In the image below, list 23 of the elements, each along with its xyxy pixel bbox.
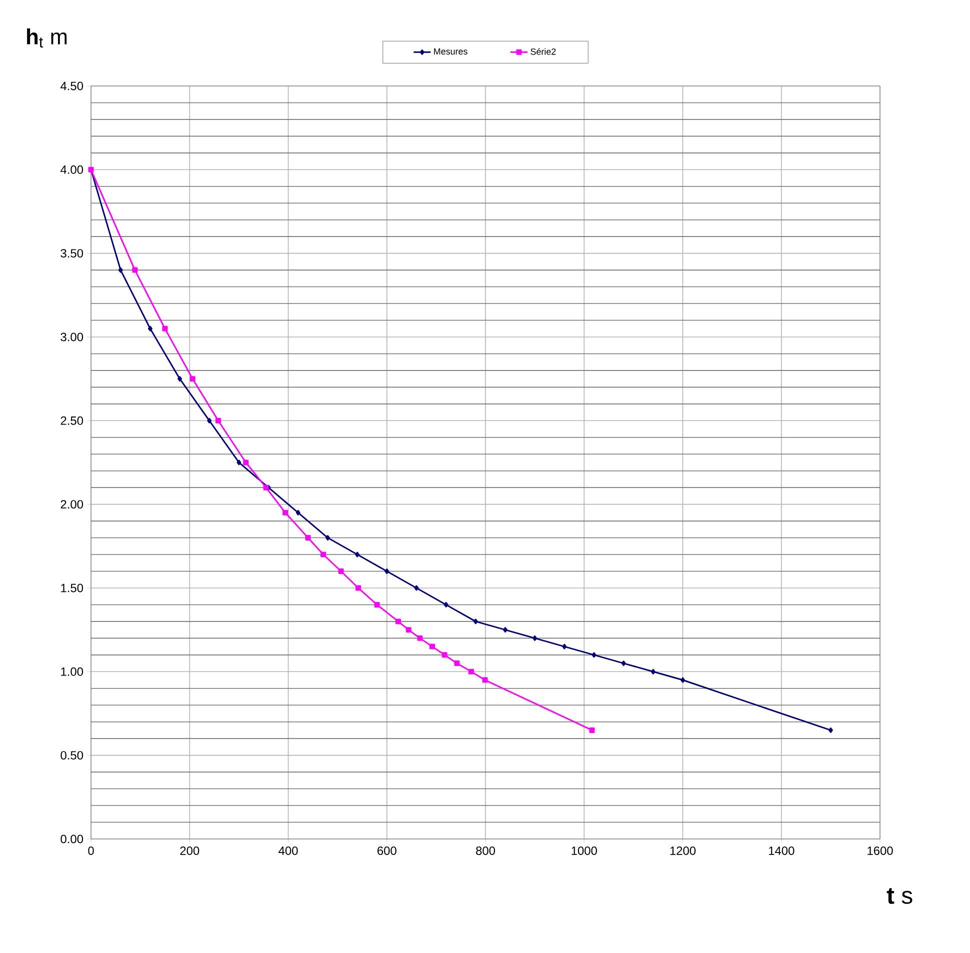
x-tick-label: 0: [88, 846, 94, 855]
x-tick-label: 200: [180, 846, 200, 855]
x-tick-label: 1600: [868, 846, 893, 855]
legend-label: Série2: [530, 48, 556, 55]
x-tick-label: 800: [476, 846, 496, 855]
y-axis-title: h$_{t}$ m: [27, 28, 67, 48]
y-tick-label: 2.50: [60, 416, 84, 425]
y-tick-label: 3.00: [60, 332, 84, 342]
legend-label: Mesures: [434, 48, 468, 55]
y-tick-label: 2.00: [60, 500, 84, 509]
y-tick-label: 0.50: [60, 751, 84, 760]
y-tick-label: 4.50: [60, 82, 84, 90]
y-tick-label: 0.00: [60, 834, 84, 844]
x-tick-label: 600: [378, 846, 396, 855]
x-axis-title: t s: [886, 888, 912, 904]
x-tick-label: 400: [278, 846, 298, 855]
y-tick-label: 1.00: [61, 667, 84, 676]
y-tick-label: 4.00: [60, 165, 84, 174]
x-tick-label: 1400: [768, 846, 794, 855]
y-tick-label: 3.50: [60, 249, 84, 258]
x-tick-label: 1000: [572, 846, 597, 855]
x-tick-label: 1200: [670, 846, 696, 855]
y-tick-label: 1.50: [61, 584, 84, 592]
